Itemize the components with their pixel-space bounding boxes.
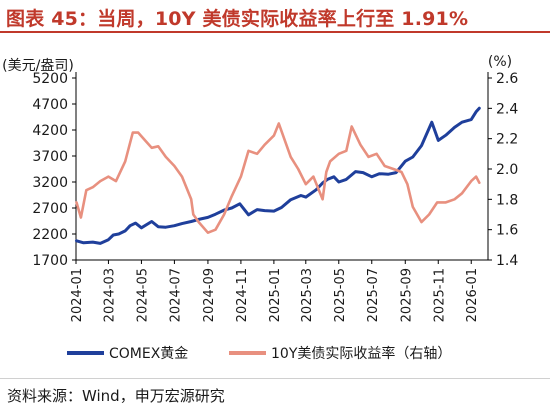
footer-divider	[0, 378, 550, 379]
y-left-tick-label: 3700	[32, 149, 68, 165]
y-right-tick-label: 2.2	[496, 132, 518, 148]
chart-title: 图表 45：当周，10Y 美债实际收益率上行至 1.91%	[6, 8, 469, 30]
y-left-tick-label: 2200	[32, 227, 68, 243]
y-right-tick-label: 2.6	[496, 71, 518, 87]
x-tick-label: 2025-01	[268, 268, 283, 322]
x-tick-label: 2025-11	[432, 268, 447, 322]
legend-layer: COMEX黄金 10Y美债实际收益率（右轴）	[67, 345, 451, 362]
x-tick-label: 2024-03	[102, 268, 117, 322]
y-right-tick-label: 1.8	[496, 192, 518, 208]
x-tick-label: 2025-07	[366, 268, 381, 322]
x-tick-label: 2026-01	[465, 268, 480, 322]
x-tick-label: 2025-03	[300, 268, 315, 322]
y-right-tick-label: 1.6	[496, 223, 518, 239]
y-right-tick-label: 1.4	[496, 253, 518, 269]
y-left-tick-label: 1700	[32, 253, 68, 269]
y-left-tick-label: 4200	[32, 123, 68, 139]
x-tick-label: 2024-07	[168, 268, 183, 322]
x-tick-label: 2024-01	[70, 268, 85, 322]
x-tick-label: 2024-05	[135, 268, 150, 322]
y-left-tick-label: 4700	[32, 97, 68, 113]
legend-label-yield: 10Y美债实际收益率（右轴）	[271, 345, 451, 362]
legend-label-gold: COMEX黄金	[109, 345, 188, 362]
series-layer	[75, 106, 481, 245]
y-left-tick-label: 3200	[32, 175, 68, 191]
y-right-label: (%)	[488, 54, 512, 70]
x-tick-label: 2025-09	[399, 268, 414, 322]
real-yield-line	[75, 122, 481, 234]
x-tick-label: 2024-09	[202, 268, 217, 322]
source-note: 资料来源：Wind，申万宏源研究	[7, 387, 225, 405]
axes-layer: (美元/盎司) (%) 5200 4700 4200 3700 3200 2700 2200 17…	[2, 54, 518, 322]
y-right-tick-label: 2.0	[496, 162, 518, 178]
y-left-tick-label: 5200	[32, 71, 68, 87]
y-left-tick-label: 2700	[32, 201, 68, 217]
y-right-tick-label: 2.4	[496, 101, 518, 117]
y-left-label: (美元/盎司)	[2, 58, 74, 74]
x-tick-label: 2024-11	[235, 268, 250, 322]
gold-price-line	[75, 106, 481, 245]
x-tick-label: 2025-05	[333, 268, 348, 322]
title-divider	[0, 31, 550, 33]
